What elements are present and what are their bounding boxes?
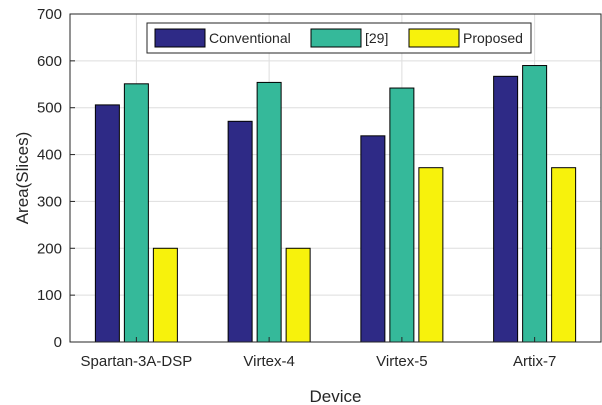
bar-conventional-1 [227,120,253,343]
bar-29-1 [256,81,282,343]
bar-conventional-3 [493,75,519,343]
bar-29-0 [123,83,149,343]
y-tick-label: 100 [37,287,62,304]
y-tick-label: 300 [37,193,62,210]
plot-area [70,14,601,342]
bar-29-3 [522,65,548,343]
y-tick-label: 500 [37,100,62,117]
plot-frame [69,13,602,343]
y-tick-label: 200 [37,240,62,257]
x-tick-label: Virtex-4 [243,353,294,370]
bar-conventional-0 [94,104,120,343]
bars [94,65,577,343]
legend: Conventional [29] Proposed [146,22,532,54]
legend-swatch [310,28,362,48]
legend-label: Proposed [463,30,523,46]
bar-proposed-2 [418,167,444,343]
y-tick-label: 700 [37,6,62,23]
axis-ticks: 0 100 200 300 400 500 600 700 Spartan-3A-DSP Virt… [37,6,556,370]
legend-label: [29] [365,30,388,46]
y-tick-label: 0 [54,334,62,351]
y-axis-label: Area(Slices) [13,132,32,225]
bar-conventional-2 [360,135,386,343]
x-tick-label: Virtex-5 [376,353,427,370]
x-axis-label: Device [310,387,362,405]
y-tick-label: 400 [37,147,62,164]
x-tick-label: Artix-7 [513,353,556,370]
y-tick-label: 600 [37,53,62,70]
bar-proposed-1 [285,247,311,343]
bar-proposed-3 [551,167,577,343]
bar-29-2 [389,87,415,343]
legend-swatch [408,28,460,48]
legend-label: Conventional [209,30,291,46]
legend-swatch [154,28,206,48]
bar-proposed-0 [152,247,178,343]
x-tick-label: Spartan-3A-DSP [81,353,193,370]
